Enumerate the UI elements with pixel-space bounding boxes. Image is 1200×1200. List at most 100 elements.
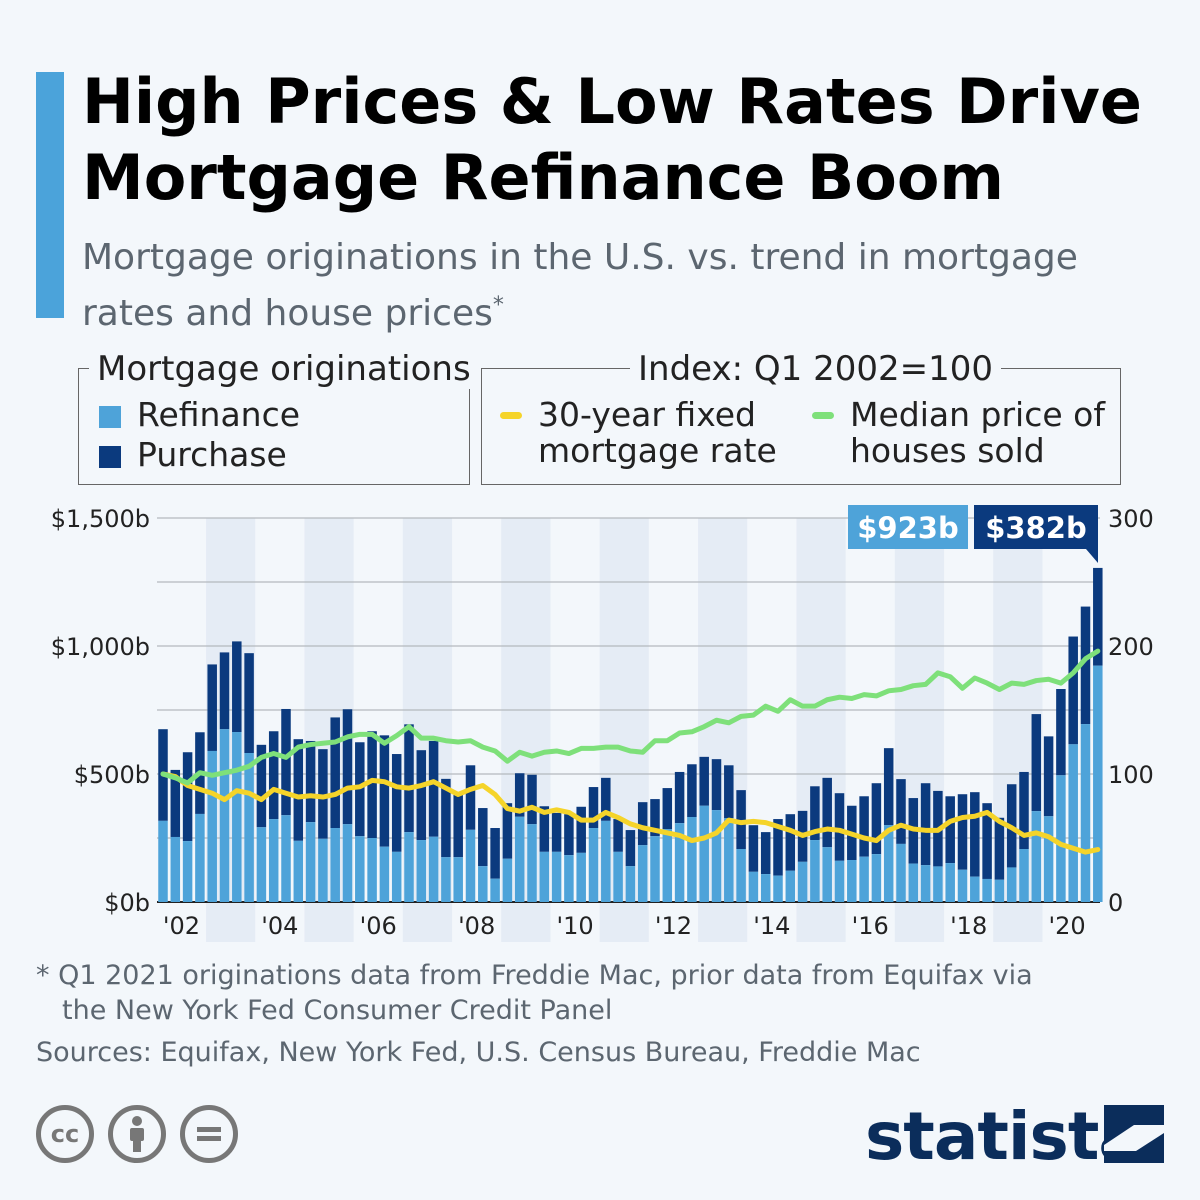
- x-axis-tick: '08: [458, 912, 495, 940]
- refinance-bar: [748, 871, 759, 902]
- statista-logo-icon: [1104, 1105, 1164, 1163]
- page-title: High Prices & Low Rates Drive Mortgage R…: [82, 65, 1142, 214]
- refinance-bar: [982, 878, 992, 902]
- x-axis-tick: '02: [163, 912, 200, 940]
- right-axis-tick: 100: [1108, 761, 1154, 789]
- purchase-bar: [625, 830, 636, 867]
- legend-rate-1: 30-year fixed: [538, 395, 756, 434]
- purchase-bar: [170, 769, 181, 837]
- refinance-bar: [453, 857, 463, 902]
- refinance-bar: [355, 836, 365, 902]
- purchase-bar: [920, 783, 931, 866]
- refinance-bar: [379, 846, 390, 902]
- refinance-bar: [490, 878, 500, 902]
- purchase-bar: [1019, 771, 1029, 850]
- purchase-bar: [379, 735, 390, 847]
- refinance-bar: [318, 838, 328, 902]
- purchase-bar: [207, 664, 217, 751]
- refinance-bar: [170, 836, 181, 902]
- refinance-bar: [391, 851, 402, 902]
- footnote-line-1: * Q1 2021 originations data from Freddie…: [36, 960, 1033, 991]
- refinance-bar: [428, 836, 439, 902]
- purchase-bar: [687, 764, 697, 818]
- footnote-line-2: the New York Fed Consumer Credit Panel: [62, 995, 613, 1026]
- x-axis-tick: '10: [556, 912, 593, 940]
- refinance-bar: [182, 841, 193, 902]
- purchase-bar: [859, 796, 869, 857]
- refinance-bar: [896, 843, 906, 902]
- refinance-bar: [662, 829, 673, 902]
- brand-text: statista: [865, 1098, 1143, 1175]
- refinance-bar: [564, 855, 574, 902]
- no-derivatives-icon[interactable]: [180, 1105, 238, 1163]
- refinance-bar: [305, 822, 316, 902]
- purchase-bar: [674, 771, 685, 824]
- legend-price-2: houses sold: [850, 431, 1045, 470]
- purchase-bar: [391, 754, 402, 852]
- x-axis-tick: '14: [753, 912, 790, 940]
- legend-title-index: Index: Q1 2002=100: [630, 349, 1001, 389]
- callout-purchase: $382b: [974, 505, 1098, 563]
- purchase-bar: [514, 773, 525, 817]
- refinance-bar: [281, 815, 291, 902]
- purchase-bar: [822, 777, 832, 848]
- purchase-bar: [945, 796, 955, 864]
- purchase-bar: [994, 817, 1005, 880]
- purchase-bar: [527, 774, 537, 825]
- purchase-bar: [539, 806, 550, 852]
- purchase-bar: [637, 802, 648, 846]
- attribution-icon[interactable]: [108, 1105, 166, 1163]
- legend-price-1: Median price of: [850, 395, 1105, 434]
- refinance-bar: [650, 836, 660, 902]
- refinance-bar: [994, 879, 1005, 902]
- sources: Sources: Equifax, New York Fed, U.S. Cen…: [36, 1037, 921, 1068]
- legend-title-originations: Mortgage originations: [89, 349, 479, 389]
- refinance-bar: [195, 813, 205, 902]
- legend-originations: Mortgage originations Refinance Purchase: [78, 349, 479, 485]
- refinance-bar: [219, 729, 230, 902]
- purchase-bar: [478, 808, 488, 867]
- refinance-bar: [514, 816, 525, 902]
- refinance-bar: [244, 753, 254, 902]
- subtitle-text: Mortgage originations in the U.S. vs. tr…: [82, 237, 1078, 334]
- purchase-bar: [896, 779, 906, 844]
- purchase-bar: [318, 749, 328, 839]
- x-axis-tick: '04: [261, 912, 298, 940]
- purchase-bar: [268, 731, 279, 820]
- purchase-bar: [416, 750, 427, 841]
- purchase-bar: [711, 759, 722, 811]
- purchase-bar: [232, 641, 242, 733]
- purchase-bar: [576, 806, 586, 853]
- refinance-bar: [158, 820, 168, 902]
- refinance-bar: [736, 849, 746, 902]
- purchase-bar: [748, 825, 759, 872]
- purchase-bar: [342, 709, 353, 825]
- legend-refinance: Refinance: [137, 395, 301, 434]
- left-axis-tick: $1,000b: [51, 633, 150, 661]
- page-subtitle: Mortgage originations in the U.S. vs. tr…: [82, 234, 1162, 338]
- cc-icon[interactable]: cc: [36, 1105, 94, 1163]
- x-axis-tick: '12: [655, 912, 692, 940]
- refinance-bar: [699, 805, 709, 902]
- refinance-bar: [1056, 775, 1066, 902]
- purchase-bar: [834, 793, 845, 861]
- purchase-bar: [724, 765, 734, 819]
- purchase-bar: [588, 787, 599, 829]
- refinance-bar: [1031, 811, 1042, 902]
- purchase-bar: [650, 799, 660, 837]
- purchase-bar: [330, 717, 340, 829]
- purchase-bar: [982, 803, 992, 879]
- rate-line-swatch: [500, 412, 522, 419]
- purchase-bar: [662, 788, 673, 830]
- refinance-bar: [465, 829, 476, 902]
- purchase-bar: [428, 740, 439, 837]
- statista-logo[interactable]: statista: [865, 1098, 1143, 1175]
- purchase-bar: [773, 819, 783, 876]
- legend-purchase: Purchase: [137, 435, 287, 474]
- refinance-bar: [883, 825, 894, 902]
- price-line: [160, 648, 1101, 786]
- purchase-bar: [293, 739, 304, 841]
- price-line-swatch: [812, 412, 834, 419]
- refinance-bar: [576, 852, 586, 902]
- refinance-bar: [711, 810, 722, 902]
